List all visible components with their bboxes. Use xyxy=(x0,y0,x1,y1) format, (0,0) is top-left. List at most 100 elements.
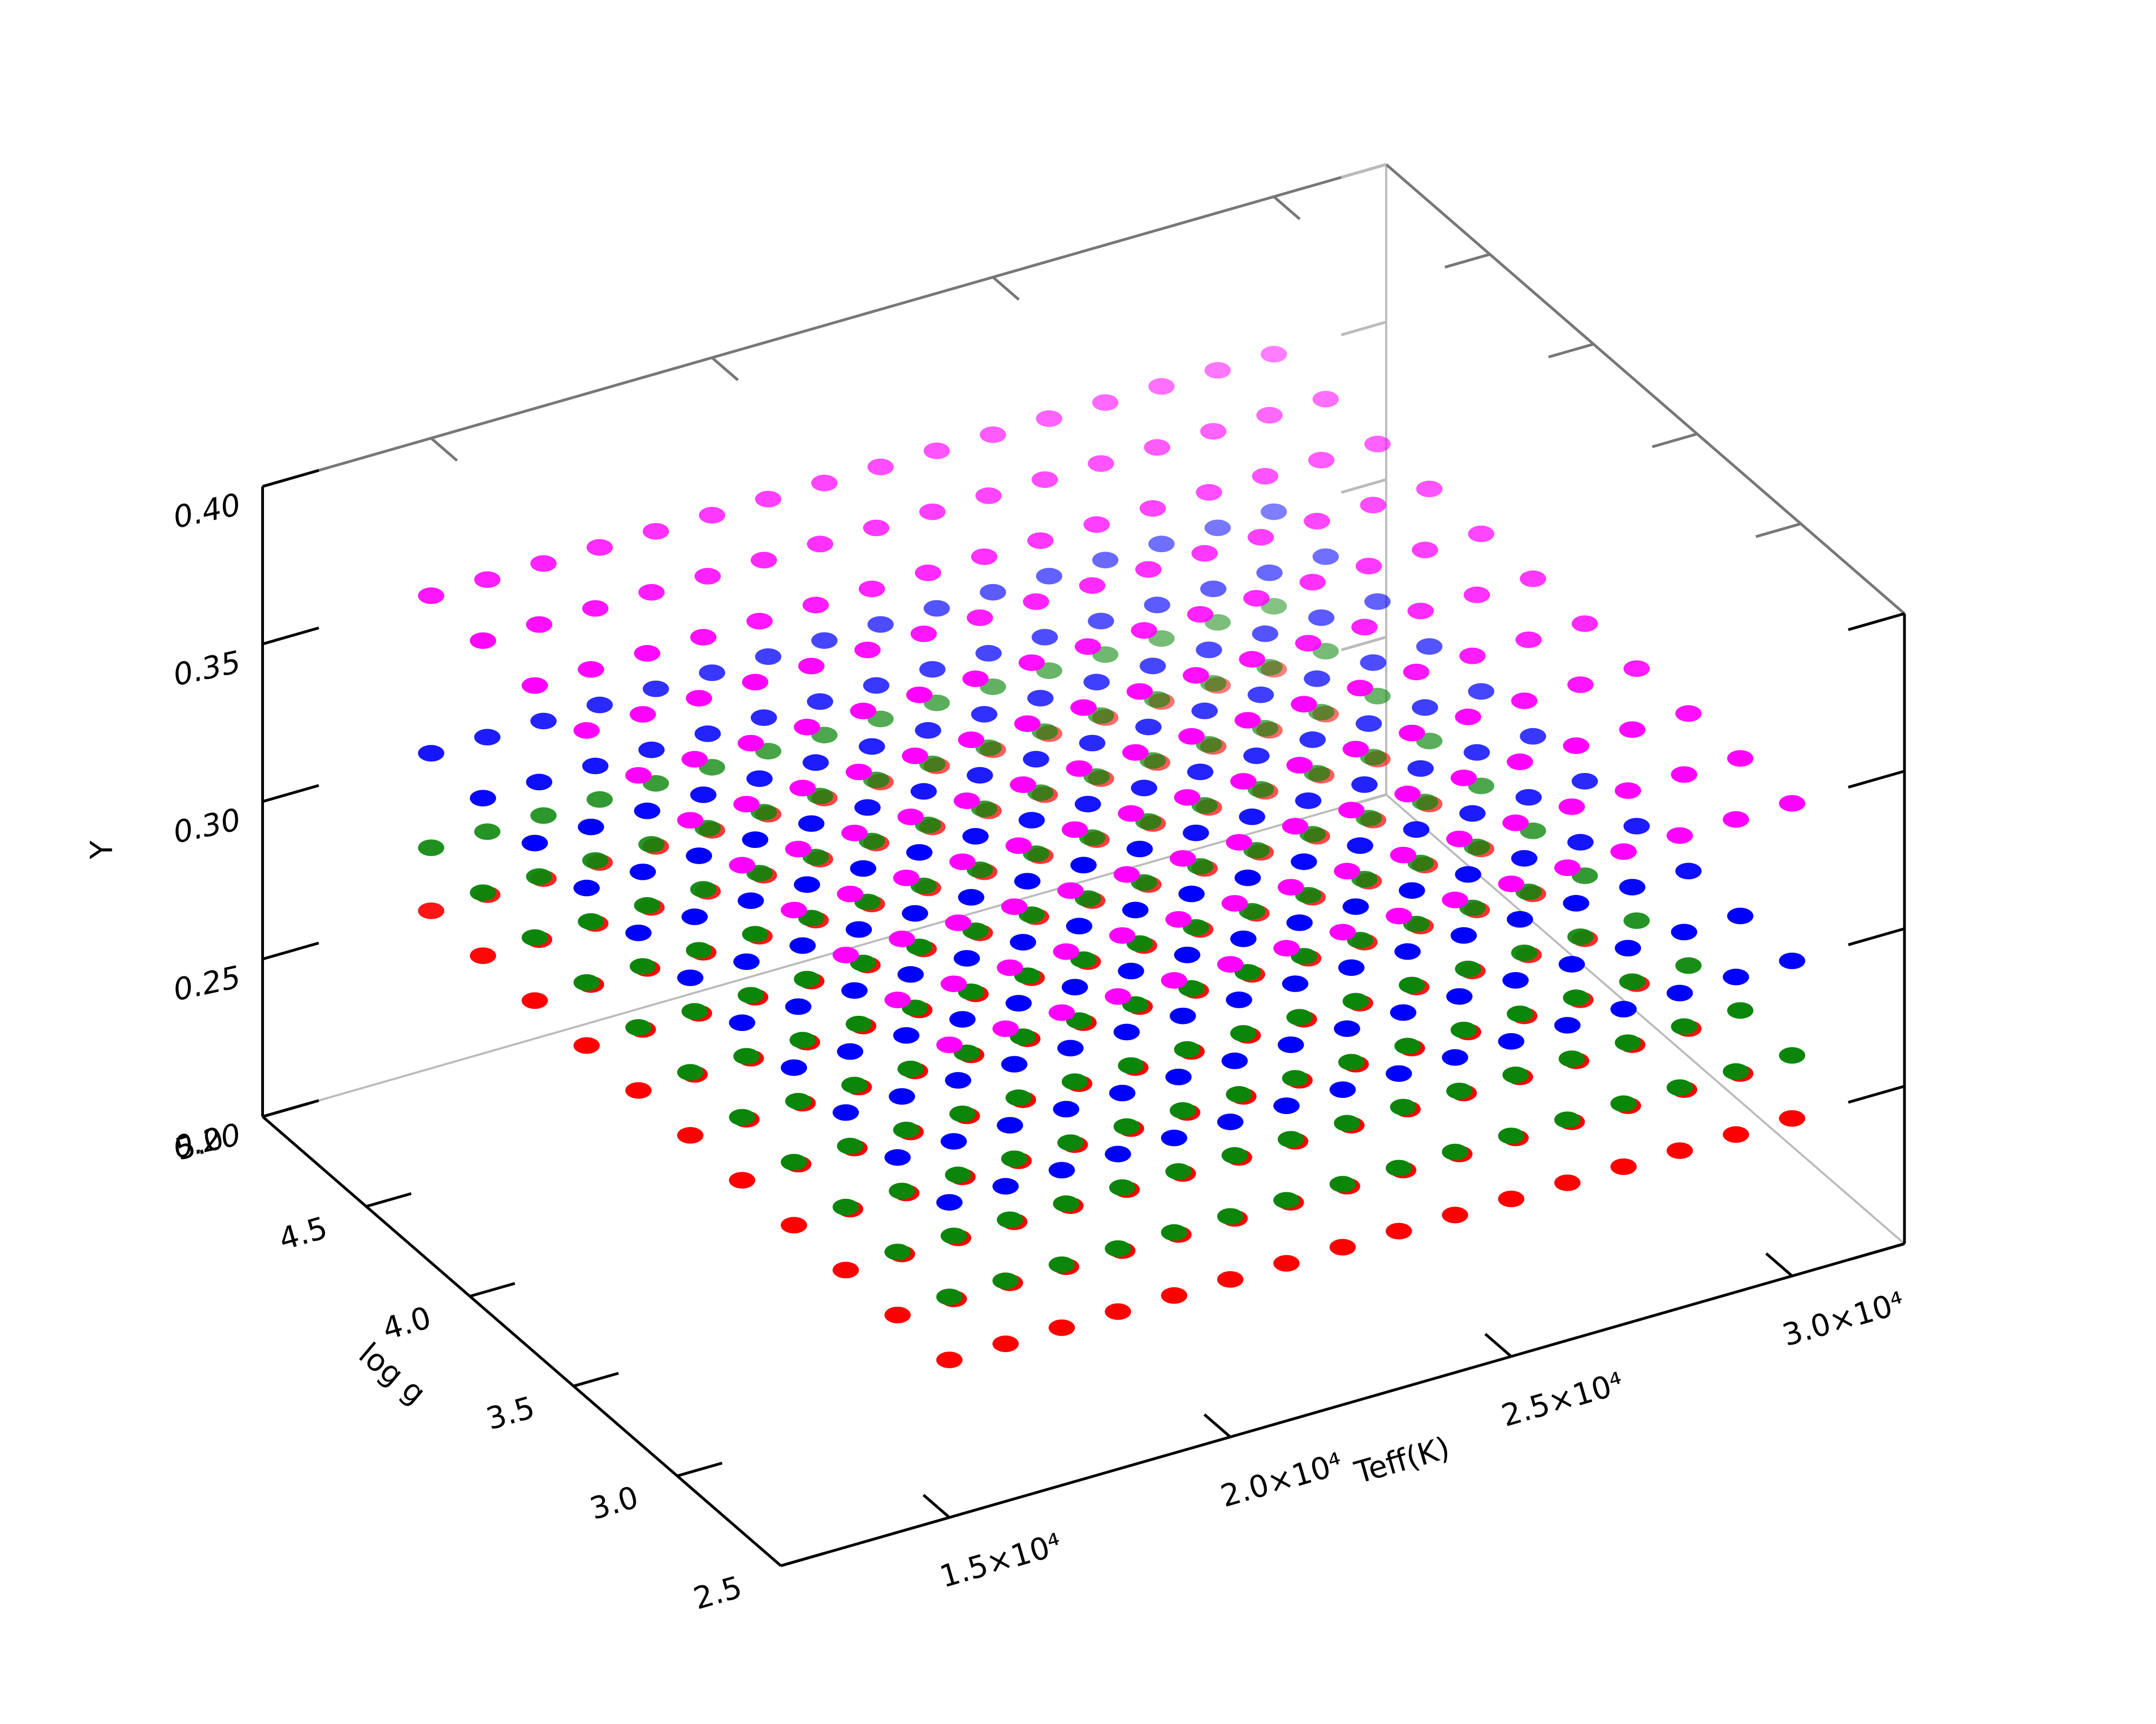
point xyxy=(733,1048,760,1065)
z-tick-label: 0.25 xyxy=(170,960,243,1008)
point xyxy=(1463,744,1490,761)
point xyxy=(1113,1118,1140,1135)
point xyxy=(806,693,833,710)
point xyxy=(1304,513,1330,530)
point xyxy=(1057,882,1084,899)
point xyxy=(1161,1224,1188,1241)
point xyxy=(1174,789,1201,806)
point xyxy=(1399,882,1425,899)
point xyxy=(837,1137,864,1155)
point xyxy=(1092,394,1118,411)
point xyxy=(1273,940,1300,957)
point xyxy=(802,754,829,771)
point xyxy=(526,868,553,885)
point xyxy=(1291,853,1317,870)
y-tick-label: 3.0 xyxy=(586,1480,642,1527)
point xyxy=(798,815,825,832)
point xyxy=(889,1183,916,1199)
point xyxy=(1615,782,1642,799)
point xyxy=(638,741,665,758)
point xyxy=(893,1027,920,1044)
point xyxy=(940,1227,967,1245)
point xyxy=(582,757,609,775)
point xyxy=(1036,410,1062,427)
point xyxy=(625,924,652,941)
z-tick xyxy=(262,784,320,803)
point xyxy=(971,705,998,723)
point xyxy=(1515,789,1542,806)
point xyxy=(1351,619,1378,636)
point xyxy=(884,1149,911,1166)
point xyxy=(794,876,821,893)
point xyxy=(573,1037,600,1054)
point xyxy=(785,1092,812,1110)
y-tick xyxy=(780,1551,826,1567)
point xyxy=(1239,651,1265,668)
point xyxy=(1666,1079,1693,1096)
point xyxy=(1295,792,1321,809)
point xyxy=(841,1076,868,1094)
point xyxy=(1671,1018,1698,1035)
point xyxy=(755,491,782,508)
point xyxy=(1416,638,1443,655)
point xyxy=(1554,859,1581,876)
point xyxy=(1338,1054,1365,1071)
point xyxy=(897,1061,924,1077)
point xyxy=(845,763,872,780)
point xyxy=(729,857,756,874)
point xyxy=(1295,635,1321,651)
point xyxy=(1282,1070,1308,1087)
point xyxy=(832,1104,859,1121)
point xyxy=(1235,869,1261,886)
point xyxy=(1088,455,1114,472)
point xyxy=(953,950,980,967)
point xyxy=(1554,1111,1581,1128)
point xyxy=(1675,863,1702,880)
point xyxy=(1256,406,1283,424)
point xyxy=(1727,1002,1754,1019)
point xyxy=(1018,812,1045,829)
point xyxy=(1502,815,1529,831)
point xyxy=(975,487,1002,504)
point xyxy=(806,535,833,553)
point xyxy=(1442,1049,1468,1066)
axis-line xyxy=(261,1115,782,1567)
point xyxy=(798,657,825,675)
point xyxy=(924,600,950,617)
point xyxy=(573,879,600,897)
point xyxy=(1615,1034,1642,1051)
point xyxy=(1511,944,1538,961)
point xyxy=(1144,596,1170,614)
point xyxy=(677,1064,704,1081)
point xyxy=(962,670,989,687)
axis-line xyxy=(1385,793,1906,1245)
point xyxy=(884,992,911,1008)
point xyxy=(1416,480,1443,498)
point xyxy=(1334,1115,1360,1132)
point xyxy=(1104,1303,1131,1320)
point xyxy=(1390,1004,1416,1021)
point xyxy=(1204,519,1231,537)
point xyxy=(1221,895,1248,912)
point xyxy=(1567,834,1594,851)
x-tick-label: 3.0×10⁴ xyxy=(1779,1285,1908,1353)
point xyxy=(746,613,773,630)
point xyxy=(1057,1134,1084,1151)
point xyxy=(966,609,993,626)
point xyxy=(1338,802,1365,819)
point xyxy=(906,844,933,861)
point xyxy=(1239,808,1265,825)
y-tick-label: 4.5 xyxy=(275,1211,331,1258)
point xyxy=(1083,674,1110,691)
point xyxy=(901,748,928,764)
z-tick xyxy=(262,941,320,961)
point xyxy=(1273,1097,1300,1114)
point xyxy=(629,863,656,880)
point xyxy=(1360,497,1387,514)
point xyxy=(1675,705,1702,722)
point xyxy=(992,1335,1019,1352)
point xyxy=(1126,840,1153,858)
point xyxy=(962,828,989,845)
point xyxy=(1005,1089,1032,1107)
point xyxy=(1048,1004,1075,1021)
